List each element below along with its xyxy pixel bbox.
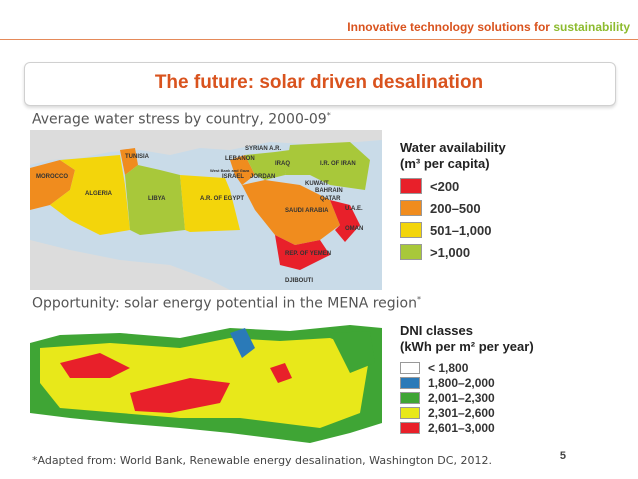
- region-green-east: [330, 331, 375, 373]
- tagline-main: Innovative technology solutions for: [347, 20, 554, 34]
- tagline-accent: sustainability: [553, 20, 630, 34]
- map-label: I.R. OF IRAN: [320, 161, 356, 167]
- water-legend-title-line1: Water availability: [400, 140, 506, 155]
- algeria: [50, 155, 130, 235]
- legend-swatch: [400, 422, 420, 434]
- legend-row: 1,800–2,000: [400, 376, 534, 390]
- map-label: QATAR: [320, 196, 341, 202]
- egypt: [180, 175, 240, 232]
- map-label: JORDAN: [250, 174, 275, 180]
- map-label: DJIBOUTI: [285, 278, 313, 284]
- syria-iraq: [245, 150, 290, 180]
- legend-row: 501–1,000: [400, 222, 506, 238]
- footnote: *Adapted from: World Bank, Renewable ene…: [32, 454, 492, 467]
- legend-swatch: [400, 377, 420, 389]
- region-red-central: [130, 378, 230, 413]
- legend-label: 501–1,000: [430, 222, 492, 238]
- map-label: LIBYA: [148, 196, 166, 202]
- tunisia: [120, 148, 138, 175]
- legend-row: 2,601–3,000: [400, 421, 534, 435]
- legend-label: 2,301–2,600: [428, 406, 495, 420]
- map-label: LEBANON: [225, 156, 255, 162]
- legend-row: >1,000: [400, 244, 506, 260]
- legend-swatch: [400, 200, 422, 216]
- slide-title: The future: solar driven desalination: [154, 72, 484, 93]
- map-label: BAHRAIN: [315, 188, 343, 194]
- legend-label: 1,800–2,000: [428, 376, 495, 390]
- europe-land: [30, 130, 382, 165]
- section2-heading-mark: *: [417, 295, 421, 304]
- map-label: KUWAIT: [305, 181, 329, 187]
- map-label: ISRAEL: [222, 174, 244, 180]
- map-label: SAUDI ARABIA: [285, 208, 329, 214]
- legend-swatch: [400, 222, 422, 238]
- legend-swatch: [400, 392, 420, 404]
- map-label: OMAN: [345, 226, 363, 232]
- title-box: [24, 62, 616, 106]
- region-red-arabia: [270, 363, 292, 383]
- map-label: REP. OF YEMEN: [285, 251, 331, 257]
- legend-label: < 1,800: [428, 361, 469, 375]
- dni-map: [30, 323, 382, 451]
- libya: [125, 165, 185, 235]
- legend-label: 2,001–2,300: [428, 391, 495, 405]
- dni-legend-title-line2: (kWh per m² per year): [400, 339, 534, 354]
- map-label: A.R. OF EGYPT: [200, 196, 244, 202]
- dni-legend-title: DNI classes (kWh per m² per year): [400, 323, 534, 355]
- header-divider: [0, 39, 638, 40]
- legend-label: >1,000: [430, 244, 471, 260]
- oman-uae: [330, 200, 360, 242]
- legend-swatch: [400, 178, 422, 194]
- region-blue: [230, 328, 255, 358]
- map-label: TUNISIA: [125, 154, 150, 160]
- map-label: ALGERIA: [85, 191, 113, 197]
- legend-row: <200: [400, 178, 506, 194]
- region-red-west: [60, 353, 130, 378]
- legend-swatch: [400, 407, 420, 419]
- water-legend-title: Water availability (m³ per capita): [400, 140, 506, 172]
- iran: [285, 142, 370, 190]
- map-label: West Bank and Gaza: [210, 168, 250, 173]
- legend-row: 2,301–2,600: [400, 406, 534, 420]
- legend-label: 2,601–3,000: [428, 421, 495, 435]
- legend-row: < 1,800: [400, 361, 534, 375]
- section2-heading-text: Opportunity: solar energy potential in t…: [32, 295, 417, 312]
- water-legend: Water availability (m³ per capita) <200 2…: [400, 140, 506, 266]
- map-label: MOROCCO: [36, 174, 68, 180]
- legend-label: 200–500: [430, 200, 481, 216]
- section1-heading-mark: *: [326, 111, 331, 120]
- saudi-arabia: [242, 180, 340, 245]
- morocco: [30, 160, 75, 210]
- water-stress-map: TUNISIA MOROCCO ALGERIA LIBYA A.R. OF EG…: [30, 130, 382, 290]
- section1-heading-text: Average water stress by country, 2000-09: [32, 111, 327, 128]
- legend-swatch: [400, 362, 420, 374]
- map-label: IRAQ: [275, 161, 290, 167]
- legend-row: 2,001–2,300: [400, 391, 534, 405]
- yemen: [275, 235, 330, 270]
- section2-heading: Opportunity: solar energy potential in t…: [32, 295, 421, 312]
- map-label: U.A.E.: [345, 206, 363, 212]
- page-number: 5: [559, 450, 566, 462]
- dni-legend: DNI classes (kWh per m² per year) < 1,800…: [400, 323, 534, 436]
- tagline: Innovative technology solutions for sust…: [347, 20, 630, 34]
- africa-south-land: [30, 240, 230, 290]
- legend-row: 200–500: [400, 200, 506, 216]
- legend-swatch: [400, 244, 422, 260]
- section1-heading: Average water stress by country, 2000-09…: [32, 111, 331, 128]
- map-label: SYRIAN A.R.: [245, 146, 281, 152]
- legend-label: <200: [430, 178, 460, 194]
- dni-legend-title-line1: DNI classes: [400, 323, 473, 338]
- water-legend-title-line2: (m³ per capita): [400, 156, 490, 171]
